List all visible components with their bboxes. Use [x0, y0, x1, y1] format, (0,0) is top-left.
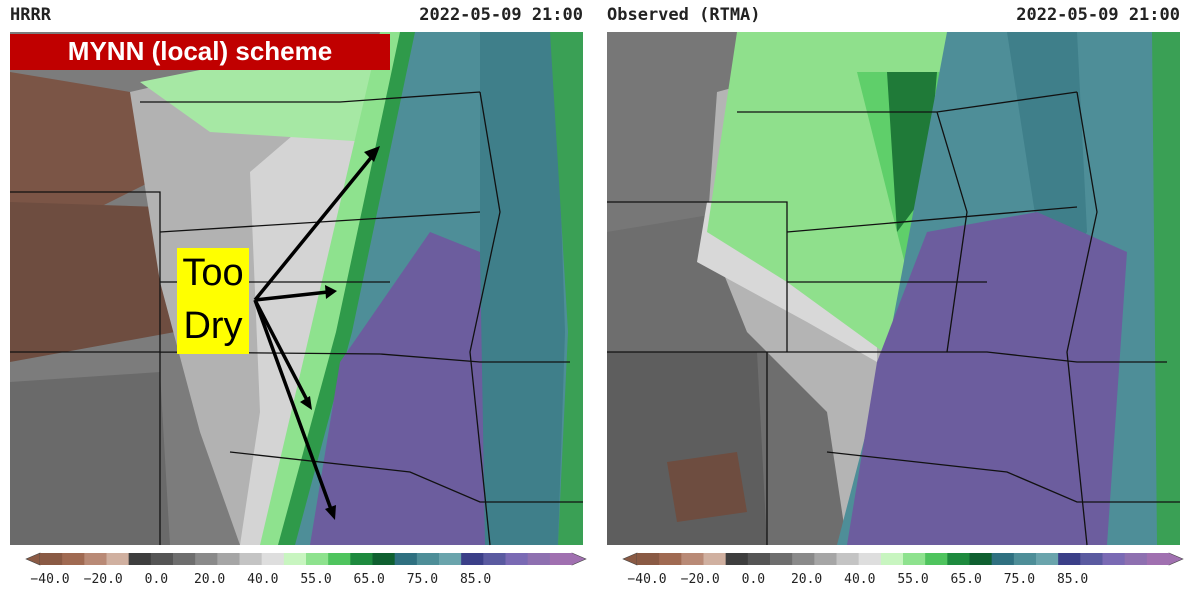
colorbar-end: [25, 552, 41, 566]
colorbar-segment: [527, 553, 551, 565]
arrows: [253, 152, 376, 513]
time-label: 2022-05-09 21:00: [419, 5, 583, 25]
model-label: HRRR: [10, 5, 52, 25]
colorbar-label: −20.0: [84, 572, 123, 587]
colorbar-label: 55.0: [300, 572, 331, 587]
colorbar-label: 20.0: [194, 572, 225, 587]
colorbar-segment: [439, 553, 462, 565]
time-label: 2022-05-09 21:00: [1016, 5, 1180, 25]
panel-left: HRRR 2022-05-09 21:00 MYNN (local) schem…: [9, 5, 587, 587]
colorbar-segment: [792, 553, 815, 565]
colorbar-label: 75.0: [1004, 572, 1035, 587]
colorbar-segment: [283, 553, 307, 565]
colorbar-label: 40.0: [247, 572, 278, 587]
colorbar-segment: [1036, 553, 1059, 565]
colorbar-label: 85.0: [460, 572, 491, 587]
colorbar-segment: [858, 553, 882, 565]
annotation-box: [177, 248, 249, 354]
colorbar-segment: [991, 553, 1015, 565]
colorbar-end: [1168, 552, 1184, 566]
map: [606, 31, 1181, 546]
colorbar-segment: [261, 553, 285, 565]
colorbar-label: 85.0: [1057, 572, 1088, 587]
colorbar-segment: [770, 553, 793, 565]
colorbar-segment: [703, 553, 727, 565]
colorbar-segment: [903, 553, 926, 565]
colorbar-label: 0.0: [742, 572, 765, 587]
colorbar-segment: [1124, 553, 1148, 565]
colorbar-segment: [372, 553, 396, 565]
map: [9, 31, 584, 546]
colorbar-label: 55.0: [897, 572, 928, 587]
colorbar-segment: [128, 553, 152, 565]
colorbar-segment: [659, 553, 682, 565]
colorbar-label: 20.0: [791, 572, 822, 587]
colorbar-segment: [40, 553, 63, 565]
colorbar-segment: [239, 553, 263, 565]
colorbar-end: [571, 552, 587, 566]
colorbar-label: 65.0: [354, 572, 385, 587]
panel-right: Observed (RTMA) 2022-05-09 21:00 −40.0 −2…: [606, 5, 1184, 587]
colorbar-segment: [725, 553, 749, 565]
colorbar-segment: [1146, 553, 1170, 565]
colorbar: −40.0 −20.0 0.0 20.0 40.0 55.0 65.0 75.0 85.0: [25, 552, 587, 587]
colorbar-segment: [747, 553, 771, 565]
colorbar-label: 40.0: [844, 572, 875, 587]
annotation-line: Too: [182, 252, 243, 294]
colorbar-segment: [306, 553, 329, 565]
colorbar-segment: [1058, 553, 1081, 565]
colorbar-end: [622, 552, 638, 566]
colorbar-segment: [62, 553, 85, 565]
colorbar-segment: [969, 553, 993, 565]
colorbar-segment: [681, 553, 704, 565]
annotation-line: Dry: [183, 305, 242, 347]
colorbar-segment: [836, 553, 860, 565]
colorbar-segment: [461, 553, 484, 565]
colorbar-segment: [416, 553, 440, 565]
colorbar-label: −20.0: [681, 572, 720, 587]
colorbar-segment: [84, 553, 107, 565]
arrow-heads: [300, 146, 380, 520]
colorbar-segment: [150, 553, 174, 565]
colorbar-segment: [947, 553, 970, 565]
model-label: Observed (RTMA): [607, 5, 761, 25]
colorbar-segment: [637, 553, 660, 565]
colorbar-segment: [814, 553, 837, 565]
colorbar-segment: [483, 553, 506, 565]
colorbar-label: −40.0: [30, 572, 69, 587]
colorbar-segment: [328, 553, 351, 565]
colorbar-segment: [217, 553, 240, 565]
colorbar: −40.0 −20.0 0.0 20.0 40.0 55.0 65.0 75.0 85.0: [622, 552, 1184, 587]
colorbar-label: 75.0: [407, 572, 438, 587]
colorbar-label: 65.0: [951, 572, 982, 587]
colorbar-segment: [1102, 553, 1126, 565]
colorbar-segment: [925, 553, 948, 565]
colorbar-segment: [350, 553, 373, 565]
colorbar-segment: [173, 553, 196, 565]
colorbar-segment: [1013, 553, 1037, 565]
scheme-box: [10, 34, 390, 70]
colorbar-segment: [106, 553, 130, 565]
colorbar-segment: [394, 553, 418, 565]
colorbar-segment: [505, 553, 529, 565]
colorbar-label: 0.0: [145, 572, 168, 587]
colorbar-segment: [195, 553, 218, 565]
colorbar-segment: [1080, 553, 1103, 565]
colorbar-label: −40.0: [627, 572, 666, 587]
colorbar-segment: [549, 553, 573, 565]
scheme-label: MYNN (local) scheme: [68, 36, 332, 66]
colorbar-segment: [880, 553, 904, 565]
